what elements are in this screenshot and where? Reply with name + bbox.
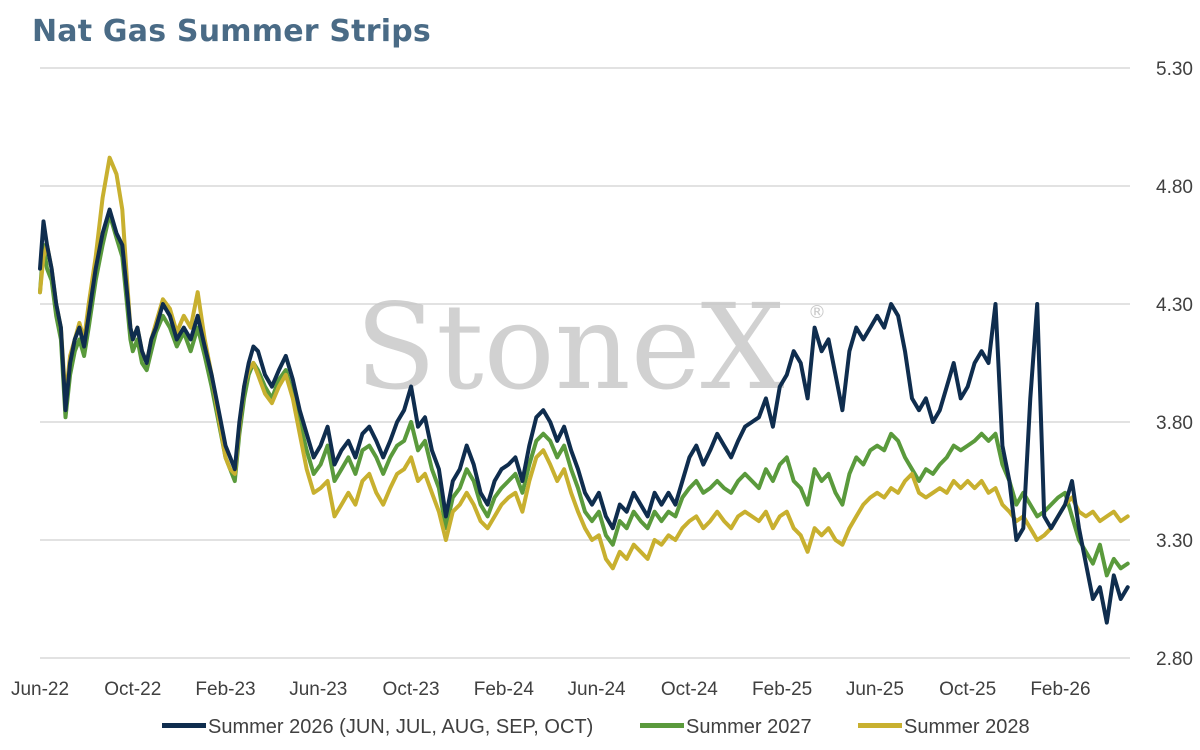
x-tick-label: Oct-23 — [383, 679, 440, 700]
series-layer — [38, 155, 1130, 625]
x-tick-label: Oct-25 — [939, 679, 996, 700]
legend-swatch — [858, 723, 902, 729]
legend-swatch — [162, 723, 206, 729]
legend-item-summer-2028: Summer 2028 — [858, 716, 1030, 739]
x-tick-label: Feb-24 — [474, 679, 535, 700]
y-tick-label: 4.30 — [1156, 295, 1193, 316]
y-tick-label: 2.80 — [1156, 649, 1193, 670]
watermark-registered-mark: ® — [808, 302, 826, 323]
legend-swatch — [640, 723, 684, 729]
x-tick-label: Feb-25 — [752, 679, 812, 700]
x-axis: Jun-22 Oct-22 Feb-23 Jun-23 Oct-23 Feb-24 Jun-… — [11, 679, 1091, 700]
x-tick-label: Feb-23 — [195, 679, 255, 700]
x-tick-label: Jun-23 — [289, 679, 347, 700]
series-line-summer-2027 — [38, 212, 1130, 578]
x-tick-label: Oct-24 — [661, 679, 718, 700]
watermark: StoneX ® — [355, 278, 826, 416]
legend-item-summer-2026: Summer 2026 (JUN, JUL, AUG, SEP, OCT) — [162, 716, 593, 739]
y-tick-label: 3.30 — [1156, 531, 1193, 552]
y-axis: 5.30 4.80 4.30 3.80 3.30 2.80 — [1156, 59, 1193, 670]
legend-label: Summer 2026 (JUN, JUL, AUG, SEP, OCT) — [208, 716, 594, 738]
y-tick-label: 3.80 — [1156, 413, 1193, 434]
series-line-summer-2026 — [38, 207, 1130, 625]
watermark-text: StoneX — [355, 278, 784, 416]
y-tick-label: 4.80 — [1156, 177, 1193, 198]
legend-label: Summer 2028 — [904, 716, 1030, 738]
x-tick-label: Feb-26 — [1030, 679, 1090, 700]
series-line-summer-2028 — [38, 155, 1130, 571]
legend: Summer 2026 (JUN, JUL, AUG, SEP, OCT) Su… — [0, 712, 1200, 748]
legend-label: Summer 2027 — [686, 716, 812, 738]
x-tick-label: Jun-22 — [11, 679, 69, 700]
x-tick-label: Oct-22 — [104, 679, 161, 700]
line-chart: StoneX ® 5.30 4.80 4.30 3.80 3.30 2.80 Jun-22… — [11, 59, 1193, 700]
chart-title: Nat Gas Summer Strips — [32, 14, 431, 49]
x-tick-label: Jun-25 — [846, 679, 904, 700]
legend-item-summer-2027: Summer 2027 — [640, 716, 812, 739]
y-tick-label: 5.30 — [1156, 59, 1193, 80]
x-tick-label: Jun-24 — [568, 679, 627, 700]
